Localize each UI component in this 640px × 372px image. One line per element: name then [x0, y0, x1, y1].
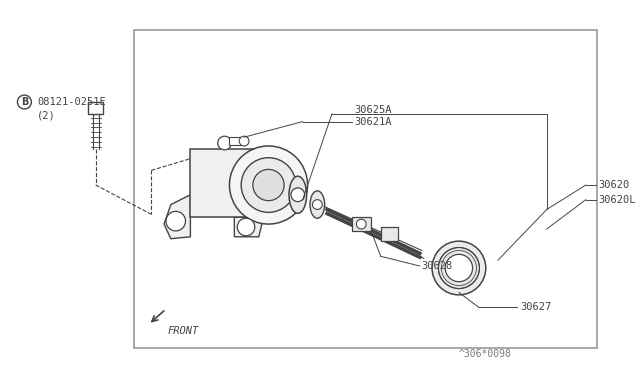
Text: 30620L: 30620L	[598, 195, 636, 205]
Circle shape	[445, 254, 472, 282]
Bar	[230, 137, 244, 145]
Circle shape	[241, 158, 296, 212]
Circle shape	[218, 136, 232, 150]
Text: 30627: 30627	[520, 302, 552, 312]
Text: 30628: 30628	[422, 261, 453, 271]
Text: 30625A: 30625A	[355, 105, 392, 115]
Circle shape	[166, 211, 186, 231]
Bar	[381, 227, 398, 241]
Text: 08121-0251E: 08121-0251E	[37, 97, 106, 107]
Ellipse shape	[289, 176, 307, 213]
Text: 30621A: 30621A	[355, 116, 392, 126]
Polygon shape	[234, 217, 264, 237]
Text: ^306*0098: ^306*0098	[459, 349, 512, 359]
Circle shape	[291, 188, 305, 202]
Polygon shape	[164, 195, 190, 239]
Bar	[88, 102, 104, 114]
Circle shape	[253, 169, 284, 201]
Bar	[134, 30, 596, 347]
Circle shape	[356, 219, 366, 229]
Ellipse shape	[310, 191, 324, 218]
Circle shape	[230, 146, 308, 224]
Bar	[190, 149, 264, 217]
Text: 30620: 30620	[598, 180, 630, 190]
Circle shape	[239, 136, 249, 146]
Ellipse shape	[432, 241, 486, 295]
Text: FRONT: FRONT	[168, 327, 199, 337]
Ellipse shape	[438, 247, 479, 289]
Bar	[351, 217, 371, 231]
Circle shape	[237, 218, 255, 236]
Circle shape	[312, 200, 322, 209]
Text: B: B	[20, 97, 28, 107]
Text: (2): (2)	[37, 111, 56, 121]
